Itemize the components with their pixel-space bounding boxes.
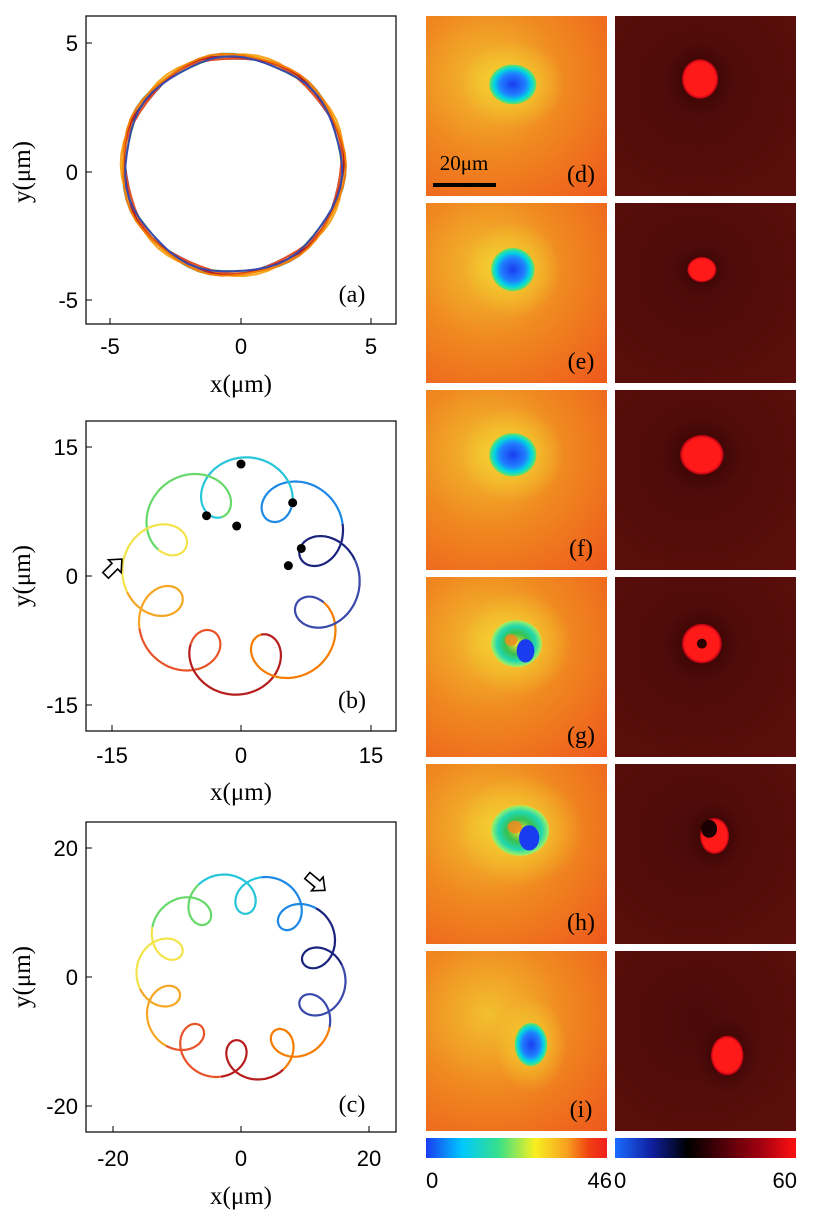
trajectory-segment xyxy=(293,559,361,629)
trajectory-marker xyxy=(236,459,246,469)
xtick-a-1: 0 xyxy=(235,334,247,359)
xtick-b-0: -15 xyxy=(96,743,128,768)
ytick-c-2: -20 xyxy=(46,1094,78,1119)
colorbar-right: 0 60 xyxy=(614,1138,797,1193)
panel-b: -15 0 15 15 0 -15 x(μm) y(μm) (b) xyxy=(9,420,397,806)
xtick-b-2: 15 xyxy=(359,743,383,768)
trajectory-segment xyxy=(165,1022,221,1079)
xtick-c-1: 0 xyxy=(235,1146,247,1171)
panel-label: (i) xyxy=(570,1097,593,1123)
snapshot-field xyxy=(615,390,796,570)
trajectory-segment xyxy=(188,633,282,696)
trajectory-segment xyxy=(261,875,317,932)
ylabel-a: y(μm) xyxy=(9,141,36,203)
trajectory-marker xyxy=(232,521,242,531)
axes-box-a xyxy=(85,15,397,325)
trajectory-c xyxy=(135,873,347,1081)
snapshot-field xyxy=(615,764,796,944)
colorbar-left-max: 46 xyxy=(588,1168,612,1193)
panel-label-c: (c) xyxy=(339,1092,366,1118)
panel-a: -5 0 5 5 0 -5 x(μm) y(μm) (a) xyxy=(9,15,397,398)
snapshot-field xyxy=(615,203,796,383)
trajectory-segment xyxy=(126,584,184,629)
panel-label: (g) xyxy=(567,723,595,749)
snapshot-field xyxy=(615,577,796,757)
trajectory-segment xyxy=(122,52,347,277)
trajectory-segment xyxy=(145,472,233,551)
snapshot-density xyxy=(426,390,607,570)
snapshot-density xyxy=(426,16,607,196)
snapshot-density xyxy=(426,951,607,1131)
trajectory-segment xyxy=(121,523,189,593)
trajectory-segment xyxy=(298,523,356,568)
trajectory-segment xyxy=(269,1026,331,1071)
ytick-a-0: 5 xyxy=(66,31,78,56)
snapshot-density xyxy=(426,764,607,944)
trajectory-segment xyxy=(138,628,222,672)
ytick-b-2: -15 xyxy=(46,693,78,718)
ytick-c-1: 0 xyxy=(66,965,78,990)
trajectory-a xyxy=(119,52,347,278)
trajectory-segment xyxy=(135,926,184,990)
trajectory-marker xyxy=(283,561,293,571)
trajectory-marker xyxy=(296,543,306,553)
snapshot-density xyxy=(426,577,607,757)
panel-label-b: (b) xyxy=(338,688,366,714)
xtick-a-2: 5 xyxy=(365,334,377,359)
trajectory-segment xyxy=(151,883,213,928)
xtick-c-2: 20 xyxy=(357,1146,381,1171)
panel-label: (h) xyxy=(567,910,595,936)
ticks-a xyxy=(86,42,372,324)
ylabel-b: y(μm) xyxy=(9,545,36,607)
arrow-c xyxy=(303,871,326,892)
trajectory-segment xyxy=(249,601,337,680)
trajectory-segment xyxy=(298,964,347,1028)
snapshot-density xyxy=(426,203,607,383)
trajectory-segment xyxy=(197,873,262,915)
ylabel-c: y(μm) xyxy=(9,946,36,1008)
xlabel-a: x(μm) xyxy=(210,371,272,398)
xlabel-b: x(μm) xyxy=(210,779,272,806)
trajectory-b xyxy=(121,456,361,696)
colorbar-right-min: 0 xyxy=(614,1168,626,1193)
scale-bar: 20μm xyxy=(433,151,496,187)
snapshot-field xyxy=(615,951,796,1131)
ytick-c-0: 20 xyxy=(54,836,78,861)
ytick-a-1: 0 xyxy=(66,160,78,185)
panel-c: -20 0 20 20 0 -20 x(μm) y(μm) (c) xyxy=(9,821,397,1210)
trajectory-segment xyxy=(220,1039,285,1081)
trajectory-marker xyxy=(202,511,212,521)
arrow-b xyxy=(101,558,123,580)
scale-bar-label: 20μm xyxy=(440,151,489,175)
ytick-b-0: 15 xyxy=(54,435,78,460)
colorbar-left: 0 46 xyxy=(426,1138,612,1193)
ticks-c xyxy=(86,847,370,1132)
xlabel-c: x(μm) xyxy=(210,1183,272,1210)
ytick-b-1: 0 xyxy=(66,564,78,589)
colorbar-right-max: 60 xyxy=(773,1168,797,1193)
xtick-c-0: -20 xyxy=(97,1146,129,1171)
ytick-a-2: -5 xyxy=(58,288,78,313)
xtick-b-1: 0 xyxy=(235,743,247,768)
trajectory-segment xyxy=(300,907,343,970)
snapshot-field xyxy=(615,16,796,196)
panel-label: (e) xyxy=(568,349,595,375)
trajectory-marker xyxy=(288,498,298,508)
colorbar-left-min: 0 xyxy=(426,1168,438,1193)
trajectory-segment xyxy=(260,480,344,524)
ticks-b xyxy=(86,446,372,731)
panel-label-a: (a) xyxy=(339,282,366,308)
snapshot-grid: (d) (e) (f) (g) (h) (i) xyxy=(426,16,796,1131)
panel-label: (f) xyxy=(569,536,593,562)
axes-box-c xyxy=(85,821,397,1133)
panel-label: (d) xyxy=(567,162,595,188)
trajectory-segment xyxy=(124,55,344,273)
trajectory-segment xyxy=(139,984,182,1047)
xtick-a-0: -5 xyxy=(100,334,120,359)
trajectory-segment xyxy=(200,456,294,519)
